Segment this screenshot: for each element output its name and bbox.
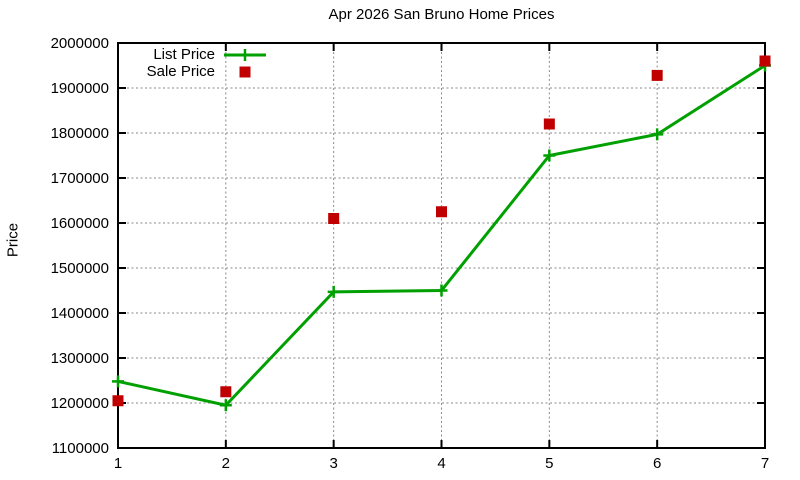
svg-text:4: 4 xyxy=(437,455,445,472)
line-plus-marker-icon xyxy=(224,48,266,61)
y-axis-label: Price xyxy=(4,222,22,258)
square-marker-icon xyxy=(239,66,251,77)
svg-text:1900000: 1900000 xyxy=(51,80,109,97)
svg-text:7: 7 xyxy=(761,455,769,472)
svg-text:1400000: 1400000 xyxy=(51,305,109,322)
svg-text:5: 5 xyxy=(545,455,553,472)
svg-text:1200000: 1200000 xyxy=(51,395,109,412)
svg-text:1600000: 1600000 xyxy=(51,215,109,232)
svg-text:2000000: 2000000 xyxy=(51,35,109,52)
svg-text:1300000: 1300000 xyxy=(51,350,109,367)
svg-text:1500000: 1500000 xyxy=(51,260,109,277)
svg-text:3: 3 xyxy=(329,455,337,472)
svg-text:1700000: 1700000 xyxy=(51,170,109,187)
svg-text:2: 2 xyxy=(222,455,230,472)
legend-label-sale-price: Sale Price xyxy=(146,63,215,80)
svg-text:6: 6 xyxy=(653,455,661,472)
svg-text:1100000: 1100000 xyxy=(52,440,109,457)
svg-text:1: 1 xyxy=(114,455,122,472)
svg-text:1800000: 1800000 xyxy=(51,125,109,142)
legend-label-list-price: List Price xyxy=(153,46,215,63)
legend: List Price Sale Price xyxy=(65,46,268,80)
legend-item-list-price: List Price xyxy=(65,46,268,63)
legend-item-sale-price: Sale Price xyxy=(65,63,268,80)
chart-title: Apr 2026 San Bruno Home Prices xyxy=(328,6,555,23)
